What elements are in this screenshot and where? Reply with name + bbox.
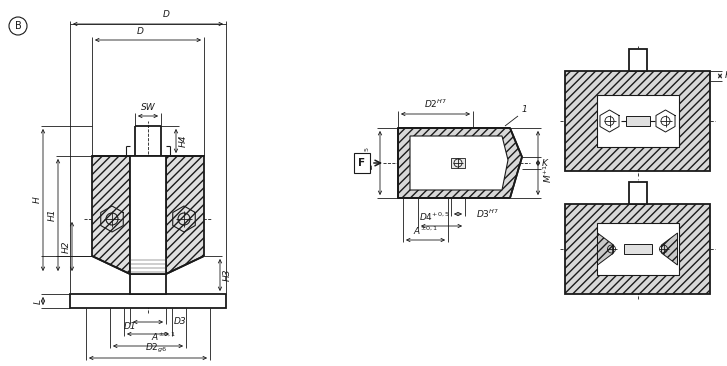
Text: K: K: [725, 71, 727, 81]
Bar: [629, 49, 646, 71]
Polygon shape: [662, 233, 678, 265]
Text: H4: H4: [179, 135, 188, 147]
Text: D: D: [163, 10, 169, 19]
Bar: [624, 244, 651, 254]
Text: $A^{\pm 0,1}$: $A^{\pm 0,1}$: [151, 330, 177, 343]
Polygon shape: [398, 128, 522, 198]
Text: SW: SW: [141, 103, 156, 112]
Bar: [451, 158, 465, 168]
Bar: [130, 156, 166, 274]
Text: $D3^{H7}$: $D3^{H7}$: [475, 208, 499, 220]
Text: $D2^{H7}$: $D2^{H7}$: [424, 98, 447, 110]
Text: K: K: [542, 158, 548, 168]
Bar: [565, 204, 710, 294]
Text: D3: D3: [174, 317, 186, 326]
Text: H2: H2: [62, 240, 71, 253]
Bar: [625, 116, 649, 126]
Polygon shape: [410, 136, 508, 190]
Text: $D2_{g6}$: $D2_{g6}$: [145, 342, 167, 355]
Text: $L^{+0,5}$: $L^{+0,5}$: [364, 146, 376, 170]
Text: L: L: [33, 299, 42, 303]
Polygon shape: [166, 156, 204, 274]
Bar: [130, 274, 166, 294]
Text: $A^{\pm 0,1}$: $A^{\pm 0,1}$: [413, 225, 438, 237]
Text: H1: H1: [47, 209, 57, 221]
Text: 1: 1: [522, 105, 528, 114]
Text: $D4^{+0,5}$: $D4^{+0,5}$: [419, 210, 449, 223]
FancyBboxPatch shape: [354, 153, 370, 173]
Text: D: D: [137, 27, 143, 36]
Bar: [629, 182, 646, 204]
Bar: [596, 223, 678, 275]
Bar: [596, 95, 678, 147]
Polygon shape: [598, 233, 614, 265]
Text: F: F: [358, 158, 366, 168]
Bar: [565, 71, 710, 171]
Text: H3: H3: [222, 269, 231, 281]
Text: H: H: [33, 197, 41, 203]
Polygon shape: [92, 156, 130, 274]
Text: $M^{+1}$: $M^{+1}$: [542, 163, 554, 183]
Text: B: B: [15, 21, 21, 31]
Text: D1: D1: [124, 322, 137, 331]
Bar: [70, 294, 226, 308]
